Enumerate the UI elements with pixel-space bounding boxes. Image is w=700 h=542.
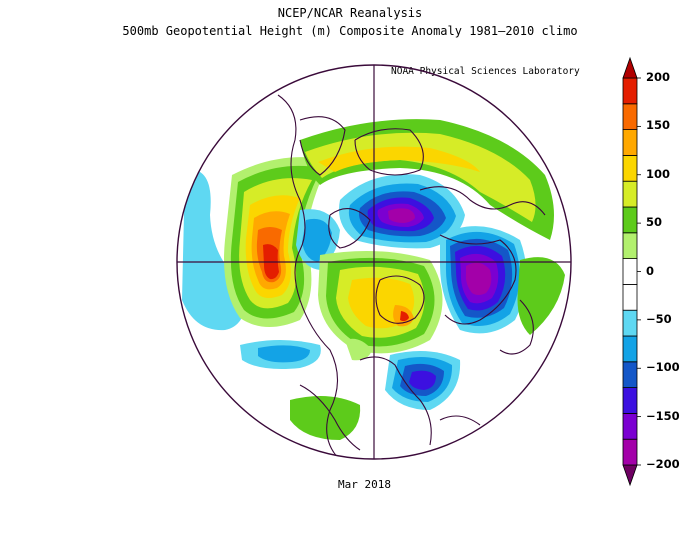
colorbar-tick-label: 200 [646,70,671,84]
colorbar-tick-label: −50 [646,311,672,326]
title-line-2: 500mb Geopotential Height (m) Composite … [122,24,578,38]
title-line-1: NCEP/NCAR Reanalysis [277,6,423,20]
colorbar-tick-label: 50 [646,215,663,230]
colorbar-segment [622,232,638,260]
colorbar-tick-label: 100 [646,166,671,181]
colorbar-segment [622,154,638,182]
coastlines [277,94,546,459]
credit-label: NOAA Physical Sciences Laboratory [391,66,580,77]
colorbar-end-low [622,464,638,487]
colorbar-segment [622,258,638,285]
colorbar-segment [622,438,638,466]
colorbar-segment [622,77,638,105]
colorbar-segment [622,283,638,311]
colorbar-segment [622,103,638,131]
colorbar-tick-label: 150 [646,118,671,133]
colorbar-segment [622,361,638,388]
colorbar-segment [622,412,638,440]
colorbar-tick-label: −200 [646,457,680,471]
colorbar-end-high [622,56,638,79]
colorbar-tick-label: −100 [646,360,680,375]
colorbar-segment [622,180,638,208]
colorbar-segment [622,335,638,363]
colorbar-segment [622,387,638,414]
colorbar-segment [622,309,638,337]
colorbar-segment [622,206,638,234]
anomaly-field [182,119,565,440]
colorbar-segment [622,129,638,156]
date-label: Mar 2018 [338,478,391,491]
colorbar-tick-label: −150 [646,408,680,423]
colorbar-tick-label: 0 [646,263,655,278]
